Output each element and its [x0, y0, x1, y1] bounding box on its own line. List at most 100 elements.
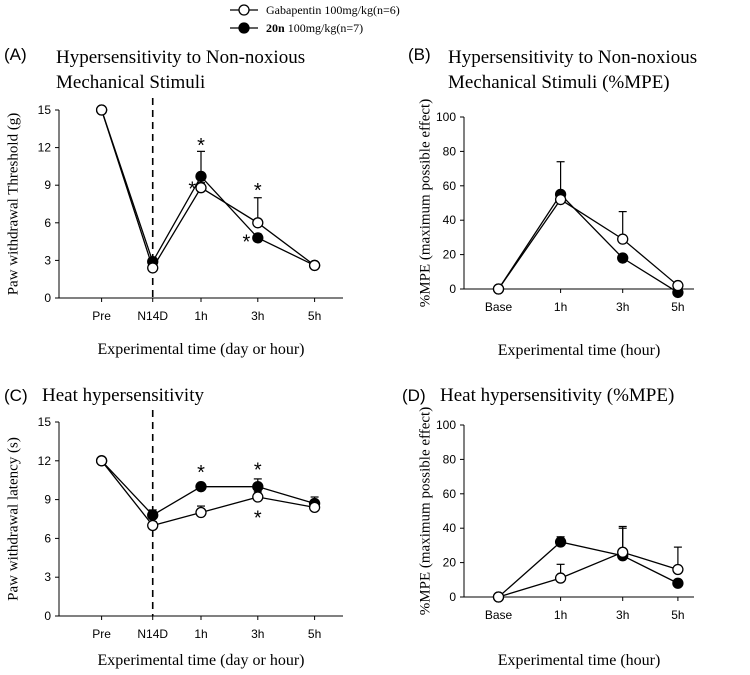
series-line-20n — [497, 193, 679, 293]
x-tick-label: Base — [485, 300, 513, 314]
data-point-20n — [252, 481, 264, 493]
legend-dose: 100mg/kg(n=6) — [321, 3, 399, 17]
series-line-gabapentin — [498, 551, 679, 598]
data-point-gabapentin — [672, 279, 684, 292]
data-point-20n — [147, 509, 159, 521]
series-line-gabapentin — [100, 109, 315, 270]
data-point-gabapentin — [95, 455, 108, 467]
x-tick-label: 3h — [251, 627, 264, 641]
x-tick-label: Pre — [92, 309, 111, 323]
y-tick-label: 80 — [443, 452, 457, 466]
y-tick-label: 0 — [449, 282, 456, 296]
y-tick-label: 12 — [38, 454, 52, 468]
x-tick-label: 3h — [616, 608, 629, 622]
data-point-20n — [252, 232, 264, 244]
y-tick-label: 15 — [38, 103, 52, 117]
data-point-gabapentin — [492, 283, 505, 295]
chart-title: Hypersensitivity to Non-noxious — [448, 47, 697, 68]
panel-label: (B) — [408, 45, 431, 64]
y-axis-label: %MPE (maximum possible effect) — [417, 407, 433, 615]
data-point-gabapentin — [195, 506, 207, 519]
series-line-20n — [498, 541, 679, 598]
x-tick-label: 5h — [308, 627, 321, 641]
legend-dose: 100mg/kg(n=7) — [285, 21, 363, 35]
x-axis-label: Experimental time (hour) — [498, 342, 661, 359]
data-point-gabapentin — [252, 217, 264, 229]
x-tick-label: 1h — [554, 300, 567, 314]
y-tick-label: 9 — [44, 178, 51, 192]
y-tick-label: 6 — [44, 531, 51, 545]
data-point-gabapentin — [672, 563, 684, 576]
chart-title: Mechanical Stimuli (%MPE) — [448, 72, 670, 93]
data-point-gabapentin — [554, 193, 567, 206]
legend-entry: Gabapentin 100mg/kg(n=6) — [266, 3, 400, 17]
panel-label: (C) — [4, 386, 28, 405]
panel-b: (B) Hypersensitivity to Non-noxious Mechan… — [408, 45, 697, 359]
legend-entry: 20n 100mg/kg(n=7) — [266, 21, 363, 35]
x-tick-label: Base — [485, 608, 513, 622]
y-tick-label: 9 — [44, 493, 51, 507]
y-tick-label: 6 — [44, 216, 51, 230]
significance-star: * — [254, 180, 262, 202]
x-tick-label: 5h — [308, 309, 321, 323]
panel-label: (A) — [4, 45, 27, 64]
significance-star: * — [254, 460, 262, 482]
x-tick-label: N14D — [137, 309, 168, 323]
y-tick-label: 0 — [449, 590, 456, 604]
x-axis-label: Experimental time (day or hour) — [97, 652, 304, 669]
legend-marker-open — [238, 4, 250, 16]
y-tick-label: 0 — [44, 609, 51, 623]
y-axis-label: Paw withdrawal latency (s) — [5, 437, 21, 601]
data-point-gabapentin — [492, 591, 505, 603]
x-tick-label: 1h — [194, 627, 207, 641]
y-tick-label: 40 — [443, 213, 457, 227]
x-tick-label: 5h — [671, 300, 684, 314]
significance-star: * — [197, 462, 205, 484]
x-axis-label: Experimental time (day or hour) — [97, 341, 304, 358]
y-tick-label: 60 — [443, 487, 457, 501]
x-tick-label: 1h — [194, 309, 207, 323]
data-point-gabapentin — [617, 546, 629, 558]
x-axis-label: Experimental time (hour) — [498, 652, 661, 669]
panel-d: (D) Heat hypersensitivity (%MPE) 0 20 40 60 80… — [402, 385, 694, 669]
y-tick-label: 3 — [44, 570, 51, 584]
data-point-20n — [617, 252, 629, 264]
y-tick-label: 15 — [38, 415, 52, 429]
data-point-gabapentin — [147, 519, 159, 532]
significance-star: * — [188, 179, 196, 201]
y-tick-label: 40 — [443, 521, 457, 535]
panel-a: (A) Hypersensitivity to Non-noxious Mechan… — [4, 45, 343, 358]
x-tick-label: 5h — [671, 608, 684, 622]
data-point-gabapentin — [308, 501, 321, 514]
y-tick-label: 80 — [443, 144, 457, 158]
y-tick-label: 20 — [443, 248, 457, 262]
series-line-gabapentin — [497, 198, 679, 290]
significance-star: * — [197, 135, 205, 157]
data-point-20n — [195, 481, 207, 493]
data-point-gabapentin — [252, 491, 264, 503]
y-tick-label: 100 — [436, 418, 456, 432]
legend-series-name: Gabapentin — [266, 3, 321, 17]
panel-label: (D) — [402, 386, 426, 405]
data-point-20n — [195, 170, 207, 183]
y-tick-label: 20 — [443, 556, 457, 570]
data-point-20n — [554, 536, 567, 548]
y-tick-label: 0 — [44, 291, 51, 305]
legend-series-name: 20n — [266, 21, 285, 35]
y-tick-label: 12 — [38, 141, 52, 155]
data-point-gabapentin — [617, 233, 629, 245]
x-tick-label: 3h — [616, 300, 629, 314]
y-axis-label: Paw withdrawal Threshold (g) — [5, 113, 21, 296]
data-point-gabapentin — [195, 182, 207, 194]
data-point-gabapentin — [147, 262, 159, 274]
legend-marker-filled — [238, 22, 250, 34]
chart-title: Hypersensitivity to Non-noxious — [56, 47, 305, 68]
y-tick-label: 3 — [44, 253, 51, 267]
x-tick-label: N14D — [137, 627, 168, 641]
chart-title: Heat hypersensitivity — [42, 385, 204, 406]
chart-title: Heat hypersensitivity (%MPE) — [440, 385, 674, 406]
x-tick-label: Pre — [92, 627, 111, 641]
y-tick-label: 60 — [443, 179, 457, 193]
data-point-20n — [672, 577, 684, 589]
